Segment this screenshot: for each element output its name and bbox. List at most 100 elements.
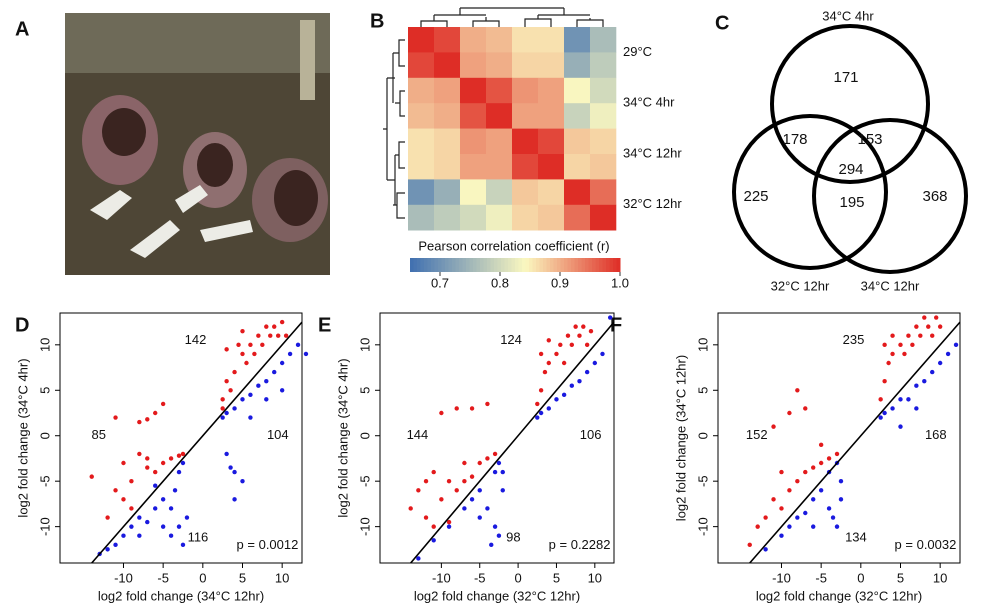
x-axis-label: log2 fold change (32°C 12hr) bbox=[756, 588, 922, 603]
point bbox=[561, 392, 567, 398]
point bbox=[105, 515, 110, 520]
x-tick-label: -10 bbox=[772, 570, 791, 585]
point bbox=[811, 497, 816, 502]
point bbox=[160, 401, 166, 407]
point bbox=[160, 460, 166, 466]
point bbox=[898, 342, 903, 348]
colorbar-step bbox=[462, 258, 467, 272]
point bbox=[454, 488, 459, 493]
colorbar-step bbox=[609, 258, 614, 272]
colorbar-step bbox=[602, 258, 607, 272]
sponge-hole bbox=[102, 108, 146, 156]
y-tick-label: 10 bbox=[37, 338, 52, 352]
set-label: 34°C 4hr bbox=[822, 8, 874, 23]
point bbox=[882, 378, 887, 384]
heatmap-cell bbox=[590, 204, 617, 231]
heatmap-cell bbox=[460, 52, 487, 79]
point bbox=[898, 397, 903, 402]
heatmap-cell bbox=[408, 27, 435, 53]
panel-letter: E bbox=[318, 314, 331, 336]
y-axis-label: log2 fold change (34°C 4hr) bbox=[15, 358, 30, 517]
point bbox=[168, 506, 174, 511]
colorbar-step bbox=[417, 258, 421, 272]
colorbar-step bbox=[480, 258, 484, 272]
point bbox=[431, 524, 436, 529]
heatmap-cell bbox=[564, 77, 591, 104]
point bbox=[431, 469, 436, 475]
y-tick-label: -5 bbox=[357, 475, 372, 487]
heatmap-cell bbox=[538, 154, 565, 180]
region-count: 294 bbox=[838, 161, 863, 178]
point bbox=[176, 453, 182, 458]
colorbar-step bbox=[483, 258, 488, 272]
heatmap-cell bbox=[564, 52, 591, 79]
heatmap-cell bbox=[590, 179, 617, 206]
colorbar-step bbox=[522, 258, 526, 272]
point bbox=[914, 383, 919, 388]
point bbox=[882, 342, 887, 348]
heatmap-cell bbox=[538, 103, 565, 129]
colorbar-step bbox=[581, 258, 586, 272]
heatmap-cell bbox=[486, 204, 513, 231]
x-tick-label: -5 bbox=[474, 570, 486, 585]
point bbox=[279, 388, 285, 393]
heatmap-cell bbox=[512, 179, 539, 206]
point bbox=[535, 401, 540, 407]
point bbox=[834, 524, 840, 529]
point bbox=[755, 524, 760, 529]
y-axis-label: log2 fold change (34°C 12hr) bbox=[673, 355, 688, 521]
point bbox=[279, 360, 285, 366]
point bbox=[121, 533, 126, 538]
point bbox=[137, 533, 142, 538]
point bbox=[232, 469, 237, 475]
heatmap-cell bbox=[564, 27, 591, 53]
heatmap-cell bbox=[486, 179, 513, 206]
colorbar-step bbox=[599, 258, 603, 272]
heatmap-cell bbox=[538, 77, 565, 104]
point bbox=[272, 369, 277, 375]
point bbox=[477, 515, 482, 520]
point bbox=[930, 333, 935, 338]
point bbox=[105, 547, 110, 552]
colorbar-step bbox=[494, 258, 498, 272]
x-tick-label: 10 bbox=[933, 570, 947, 585]
colorbar-step bbox=[560, 258, 565, 272]
heatmap-cell bbox=[486, 128, 513, 155]
point bbox=[295, 342, 301, 348]
point bbox=[818, 442, 824, 448]
point bbox=[542, 369, 548, 375]
point bbox=[771, 497, 776, 502]
point bbox=[795, 478, 800, 484]
point bbox=[577, 378, 582, 384]
heatmap-cell bbox=[564, 154, 591, 180]
colorbar-step bbox=[595, 258, 600, 272]
x-axis-label: log2 fold change (32°C 12hr) bbox=[414, 588, 580, 603]
heatmap-cell bbox=[564, 128, 591, 155]
count-label: 116 bbox=[188, 529, 209, 544]
colorbar-step bbox=[420, 258, 425, 272]
heatmap-cell bbox=[434, 154, 461, 180]
count-label: 104 bbox=[267, 427, 289, 442]
point bbox=[303, 351, 309, 357]
heatmap-cell bbox=[512, 154, 539, 180]
colorbar-step bbox=[441, 258, 446, 272]
point bbox=[224, 410, 229, 416]
point bbox=[779, 533, 784, 538]
heatmap-cell bbox=[512, 204, 539, 231]
heatmap-cell bbox=[538, 128, 565, 155]
point bbox=[236, 342, 241, 348]
point bbox=[787, 410, 792, 416]
point bbox=[232, 369, 237, 375]
count-label: 142 bbox=[185, 332, 207, 347]
point bbox=[803, 510, 808, 516]
colorbar-step bbox=[546, 258, 551, 272]
identity-line bbox=[749, 321, 961, 564]
colorbar-step bbox=[588, 258, 593, 272]
heatmap-cell bbox=[434, 52, 461, 79]
colorbar-step bbox=[578, 258, 582, 272]
point bbox=[747, 542, 752, 548]
panel-letter: B bbox=[370, 10, 384, 32]
heatmap-cell bbox=[486, 77, 513, 104]
point bbox=[818, 460, 824, 466]
